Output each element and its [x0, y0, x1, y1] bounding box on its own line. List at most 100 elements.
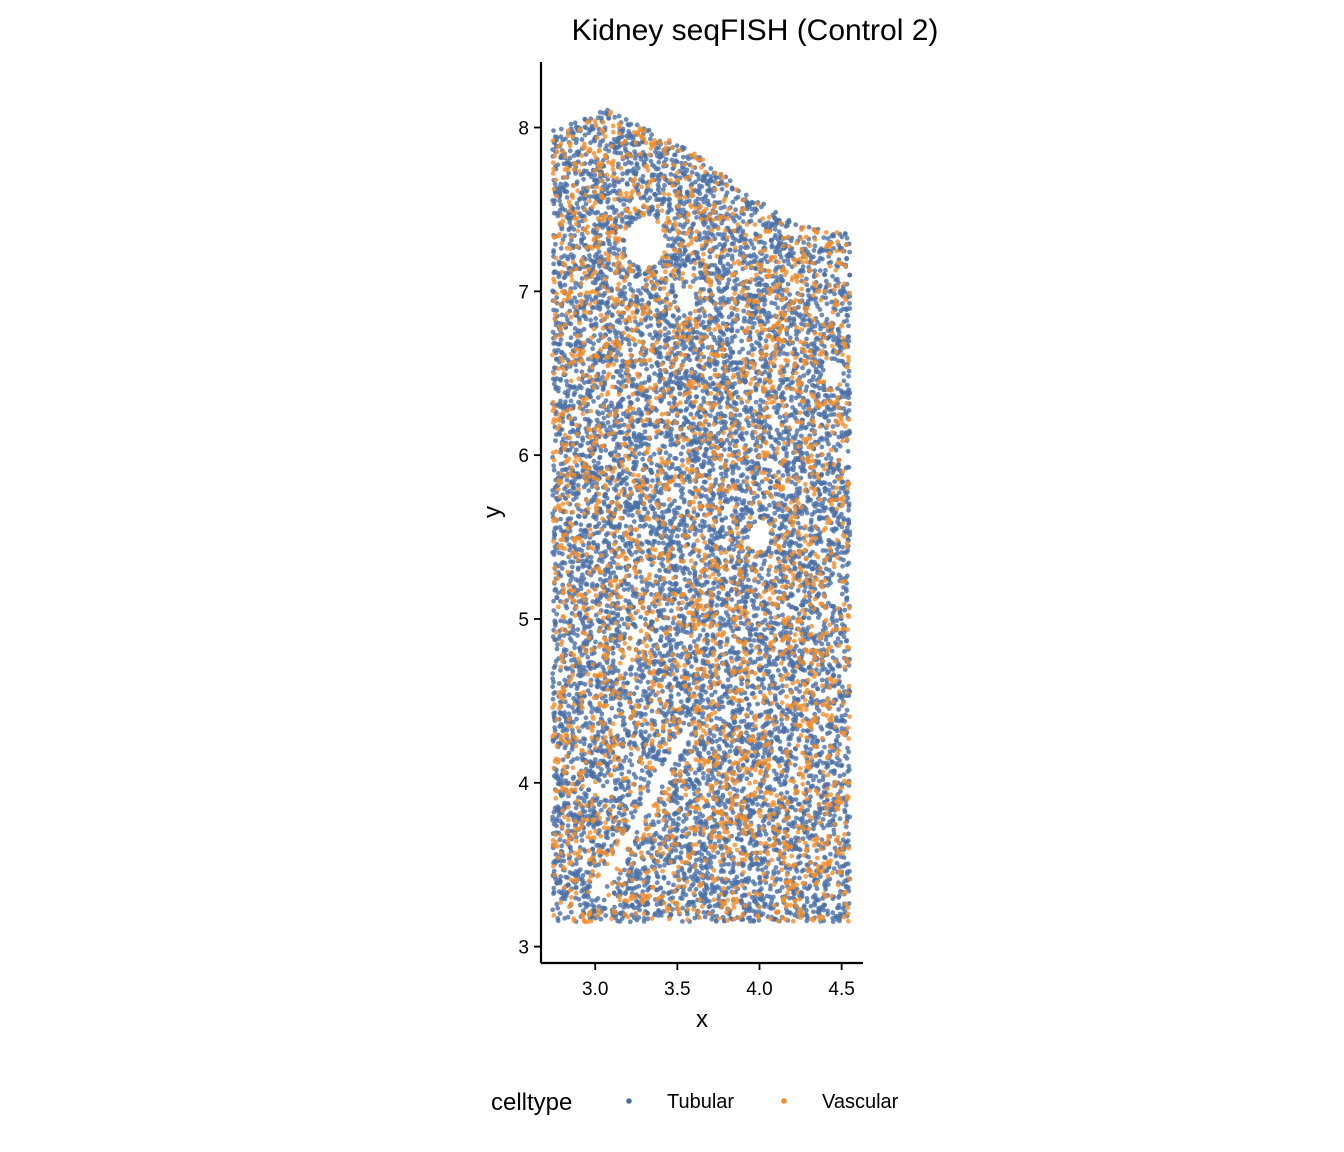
point-tubular [593, 516, 599, 522]
point-tubular [574, 201, 580, 206]
point-tubular [596, 460, 601, 466]
point-tubular [777, 746, 783, 752]
point-tubular [550, 671, 556, 676]
point-tubular [718, 495, 723, 501]
point-tubular [663, 382, 668, 388]
point-tubular [717, 242, 723, 247]
point-tubular [734, 874, 740, 880]
point-tubular [680, 919, 685, 924]
point-tubular [741, 308, 747, 314]
point-tubular [580, 873, 586, 878]
point-tubular [717, 885, 722, 891]
point-tubular [679, 834, 685, 839]
point-tubular [649, 592, 654, 597]
point-tubular [783, 525, 788, 530]
point-tubular [766, 731, 772, 736]
scatter-points [550, 107, 853, 925]
point-tubular [772, 510, 778, 516]
point-tubular [817, 374, 822, 380]
point-tubular [840, 622, 845, 627]
point-tubular [701, 771, 706, 776]
point-tubular [807, 803, 812, 808]
point-tubular [834, 618, 840, 623]
point-tubular [708, 717, 714, 723]
point-tubular [652, 371, 657, 376]
point-tubular [657, 841, 662, 847]
point-tubular [574, 861, 579, 867]
point-tubular [790, 804, 795, 810]
point-tubular [820, 777, 826, 783]
point-tubular [767, 502, 772, 508]
point-tubular [556, 550, 562, 556]
point-tubular [551, 889, 557, 895]
point-tubular [784, 453, 789, 459]
point-tubular [841, 371, 846, 376]
point-tubular [822, 496, 827, 502]
point-tubular [762, 750, 767, 756]
point-tubular [559, 843, 565, 849]
point-tubular [661, 540, 666, 546]
point-tubular [565, 823, 571, 829]
point-tubular [806, 615, 812, 621]
point-tubular [591, 399, 596, 404]
point-tubular [719, 471, 724, 477]
point-tubular [698, 270, 703, 275]
point-tubular [629, 762, 635, 768]
point-tubular [621, 680, 627, 686]
point-tubular [823, 267, 828, 273]
point-tubular [761, 685, 767, 691]
point-tubular [645, 850, 651, 855]
point-tubular [646, 780, 651, 785]
point-tubular [819, 677, 825, 683]
point-tubular [550, 907, 556, 913]
point-tubular [705, 886, 710, 892]
point-tubular [649, 846, 655, 852]
point-tubular [624, 481, 630, 487]
point-tubular [626, 769, 632, 775]
point-tubular [645, 539, 651, 545]
point-tubular [569, 564, 575, 570]
point-tubular [654, 308, 660, 313]
point-tubular [557, 198, 562, 204]
point-tubular [718, 615, 723, 621]
point-tubular [680, 905, 686, 911]
point-tubular [651, 451, 657, 457]
point-tubular [714, 715, 719, 721]
point-tubular [551, 261, 556, 267]
point-tubular [692, 531, 698, 537]
point-tubular [766, 472, 772, 478]
point-tubular [700, 813, 705, 819]
point-tubular [648, 529, 654, 535]
point-tubular [636, 533, 642, 539]
point-tubular [725, 358, 730, 364]
point-tubular [767, 836, 772, 842]
point-tubular [790, 615, 796, 621]
point-tubular [663, 233, 668, 239]
point-tubular [757, 282, 763, 288]
point-tubular [841, 585, 846, 590]
point-tubular [759, 566, 764, 572]
point-tubular [558, 618, 564, 624]
point-tubular [672, 761, 678, 767]
point-tubular [840, 563, 845, 569]
point-tubular [714, 602, 720, 608]
chart-title: Kidney seqFISH (Control 2) [572, 14, 939, 47]
point-tubular [837, 816, 843, 822]
point-tubular [712, 367, 718, 373]
point-tubular [822, 744, 827, 750]
point-tubular [742, 315, 747, 321]
point-tubular [759, 479, 765, 484]
point-tubular [666, 401, 672, 406]
point-tubular [713, 477, 719, 483]
point-tubular [605, 420, 611, 425]
point-tubular [587, 253, 592, 258]
point-tubular [633, 884, 639, 890]
point-tubular [707, 254, 713, 260]
point-tubular [635, 397, 640, 402]
point-tubular [633, 319, 638, 324]
point-tubular [749, 212, 754, 218]
point-tubular [578, 522, 584, 528]
point-tubular [628, 751, 634, 757]
point-tubular [727, 441, 733, 447]
point-tubular [807, 594, 813, 600]
